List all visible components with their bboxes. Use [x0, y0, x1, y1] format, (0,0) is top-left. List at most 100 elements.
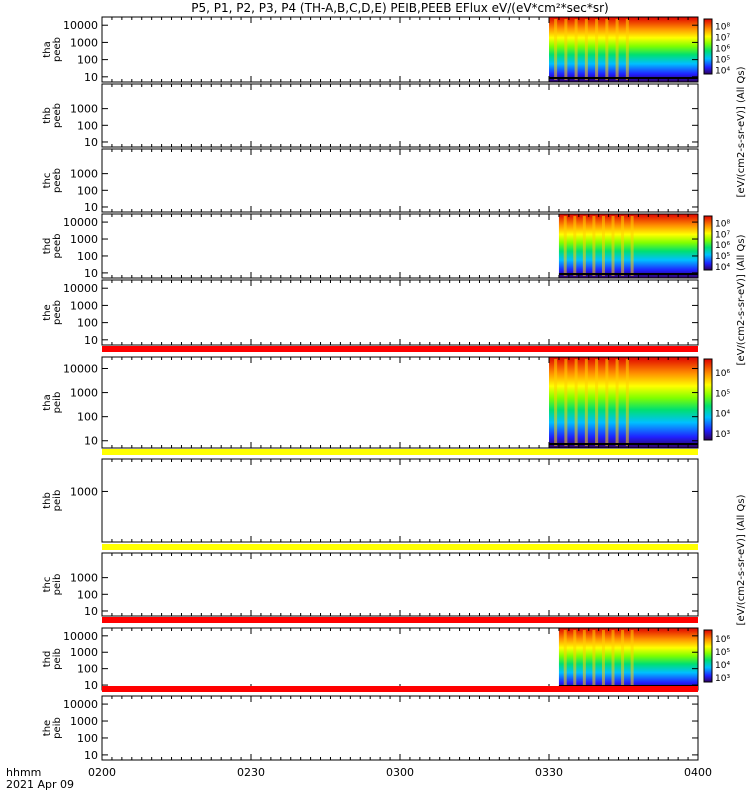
panel-label: peeb: [52, 103, 63, 128]
colorbar-tick-label: 10⁸: [715, 23, 730, 33]
time-axis-title: hhmm: [6, 766, 41, 779]
y-tick-label: 100: [77, 588, 98, 601]
y-tick-label: 10: [84, 749, 98, 762]
spectrogram-streak: [611, 630, 615, 688]
colorbar-tick-label: 10⁴: [715, 661, 730, 671]
spectrogram-panel-thd-peib: 10 100 1000 10000 thd peib 10³ 10⁴ 10⁵ 10⁶: [42, 627, 730, 692]
spectrogram-streak: [625, 359, 629, 446]
spectrogram-streak: [584, 359, 588, 446]
colorbar-tick-label: 10⁵: [715, 252, 730, 262]
time-axis: 0200 0230 0300 0330 0400 hhmm 2021 Apr 0…: [6, 766, 712, 791]
spectrogram-panel-thb-peeb: 10 100 1000 thb peeb: [42, 83, 699, 149]
y-tick-label: 10000: [63, 19, 98, 32]
spectrogram-streak: [611, 216, 615, 276]
y-tick-label: 1000: [70, 299, 98, 312]
panel-label: thd: [42, 238, 53, 255]
panel-label: peib: [52, 574, 63, 596]
spectrogram-streak: [625, 19, 629, 80]
colorbar-tick-label: 10⁶: [715, 635, 730, 645]
y-tick-label: 10000: [63, 362, 98, 375]
y-tick-label: 10000: [63, 282, 98, 295]
panel-label: thc: [42, 173, 53, 189]
y-tick-label: 10: [84, 435, 98, 448]
spectrogram-streak: [630, 216, 634, 276]
spectrogram-streak: [584, 19, 588, 80]
colorbar-tick-label: 10⁷: [715, 34, 730, 44]
time-tick-label: 0300: [386, 766, 414, 779]
y-tick-label: 100: [77, 732, 98, 745]
colorbar-tick-label: 10⁴: [715, 410, 730, 420]
spectrogram-streak: [592, 630, 596, 688]
panel-label: thc: [42, 577, 53, 593]
panel-label: peeb: [52, 300, 63, 325]
y-tick-label: 1000: [70, 387, 98, 400]
spectrogram-streak: [582, 216, 586, 276]
time-tick-label: 0230: [237, 766, 265, 779]
spectrogram-streak: [601, 216, 605, 276]
y-tick-label: 1000: [70, 103, 98, 116]
colorbar-tick-label: 10⁵: [715, 648, 730, 658]
spectrogram-streak: [615, 359, 619, 446]
spectrogram-streak: [564, 359, 568, 446]
spectrogram-streak: [564, 19, 568, 80]
y-tick-label: 100: [77, 54, 98, 67]
spectrogram-panel-thb-peib: 1000 thb peib: [42, 458, 699, 543]
spectrogram-streak: [595, 19, 599, 80]
colorbar-unit-label: [eV/(cm2-s-sr-eV)] (All Qs): [736, 66, 747, 197]
colorbar: [703, 629, 713, 683]
y-tick-label: 10: [84, 605, 98, 618]
panel-label: tha: [42, 394, 53, 410]
panel-label: thb: [42, 107, 53, 124]
colorbar-tick-label: 10⁵: [715, 389, 730, 399]
spectrogram-streak: [621, 630, 625, 688]
spectrogram-streak: [563, 216, 567, 276]
spectrogram-streak: [554, 19, 558, 80]
panel-label: peib: [52, 648, 63, 670]
colorbar: [703, 358, 713, 441]
y-tick-label: 10000: [63, 698, 98, 711]
panel-frame: [101, 83, 699, 148]
y-tick-label: 100: [77, 119, 98, 132]
colorbar-tick-label: 10³: [715, 430, 730, 440]
colorbar-tick-label: 10⁶: [715, 369, 730, 379]
spectrogram-streak: [574, 359, 578, 446]
panel-label: the: [42, 304, 53, 320]
colorbar: [703, 215, 713, 271]
y-tick-label: 10: [84, 136, 98, 149]
time-tick-label: 0400: [684, 766, 712, 779]
y-tick-label: 10000: [63, 630, 98, 643]
data-gap-bar: [102, 617, 698, 623]
data-gap-bar: [102, 686, 698, 692]
panel-label: peib: [52, 717, 63, 739]
spectrogram-streak: [563, 630, 567, 688]
panel-frame: [101, 148, 699, 213]
y-tick-label: 10000: [63, 216, 98, 229]
y-tick-label: 100: [77, 317, 98, 330]
spectrogram-streak: [621, 216, 625, 276]
spectrogram-streak: [615, 19, 619, 80]
colorbar-tick-label: 10⁵: [715, 56, 730, 66]
colorbar-tick-label: 10³: [715, 674, 730, 684]
y-tick-label: 1000: [70, 715, 98, 728]
spectrogram-streak: [630, 630, 634, 688]
time-tick-label: 0330: [535, 766, 563, 779]
spectrogram-streak: [592, 216, 596, 276]
panel-label: peeb: [52, 37, 63, 62]
colorbar-tick-label: 10⁷: [715, 230, 730, 240]
spectrogram-streak: [601, 630, 605, 688]
y-tick-label: 100: [77, 184, 98, 197]
y-tick-label: 10: [84, 71, 98, 84]
colorbar: [703, 18, 713, 75]
spectrogram-streak: [605, 359, 609, 446]
panel-frame: [101, 695, 699, 761]
panel-label: peeb: [52, 234, 63, 259]
colorbar-tick-label: 10⁶: [715, 45, 730, 55]
spectrogram-data: [558, 628, 698, 690]
spectrogram-streak: [573, 216, 577, 276]
y-tick-label: 100: [77, 411, 98, 424]
y-tick-label: 10: [84, 267, 98, 280]
colorbar-unit-labels: [eV/(cm2-s-sr-eV)] (All Qs) [eV/(cm2-s-s…: [736, 66, 747, 625]
spectrogram-panel-the-peib: 10 100 1000 10000 the peib: [42, 695, 699, 762]
